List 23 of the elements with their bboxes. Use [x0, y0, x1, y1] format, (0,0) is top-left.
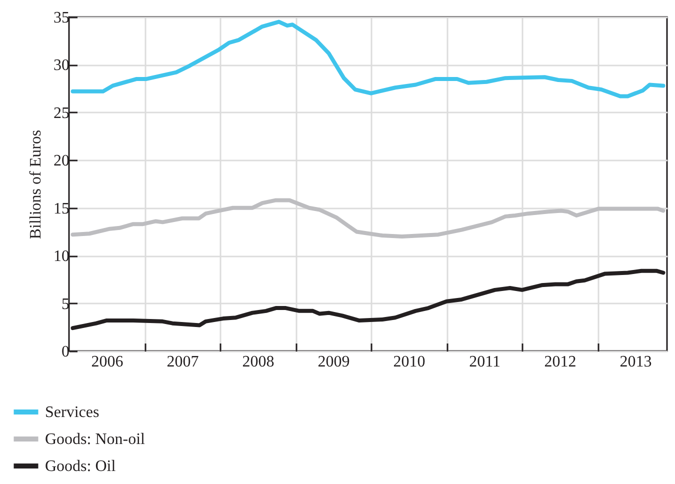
line-series	[70, 198, 666, 238]
x-tick-label: 2009	[318, 354, 350, 370]
legend-label: Goods: Oil	[45, 458, 116, 475]
y-tick-label: 35	[54, 10, 70, 26]
x-tick-label: 2012	[544, 354, 576, 370]
x-tick-label: 2011	[469, 354, 500, 370]
line-series	[70, 20, 666, 98]
y-tick-label: 20	[54, 152, 70, 170]
x-tick-label: 2007	[166, 354, 199, 370]
y-tick-label: 0	[62, 344, 70, 360]
y-tick-label: 15	[54, 200, 70, 218]
y-tick-label: 10	[54, 248, 70, 266]
y-tick-label: 30	[54, 57, 70, 74]
legend-label: Goods: Non-oil	[45, 431, 146, 448]
y-tick-label: 25	[54, 104, 70, 122]
x-tick-label: 2013	[620, 354, 652, 370]
x-tick-label: 2008	[242, 354, 274, 370]
x-tick-label: 2010	[393, 354, 426, 370]
legend-label: Services	[45, 404, 100, 421]
line-series	[70, 268, 666, 330]
y-axis-title: Billions of Euros	[28, 130, 44, 240]
x-tick-label: 2006	[91, 354, 124, 370]
y-tick-label: 5	[62, 296, 70, 313]
